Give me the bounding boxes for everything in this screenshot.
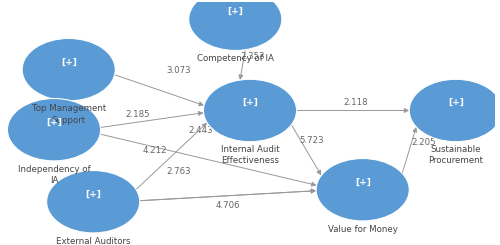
Text: Value for Money: Value for Money [328, 224, 398, 233]
Text: [+]: [+] [86, 189, 101, 198]
Ellipse shape [204, 79, 296, 142]
Text: Independency of
IA: Independency of IA [18, 165, 90, 185]
Text: [+]: [+] [448, 98, 464, 107]
Text: 2.443: 2.443 [188, 126, 214, 135]
Ellipse shape [409, 79, 500, 142]
Text: [+]: [+] [46, 117, 62, 126]
Text: 3.073: 3.073 [166, 66, 192, 75]
Text: 4.212: 4.212 [142, 146, 167, 155]
Text: Top Management
Support: Top Management Support [32, 105, 106, 125]
Text: Competency of IA: Competency of IA [197, 54, 274, 63]
Text: 2.205: 2.205 [412, 138, 436, 147]
Ellipse shape [189, 0, 282, 50]
Text: 2.118: 2.118 [343, 98, 367, 107]
Text: 4.706: 4.706 [216, 201, 240, 210]
Ellipse shape [46, 171, 140, 233]
Ellipse shape [8, 98, 100, 161]
Text: [+]: [+] [228, 7, 243, 16]
Text: External Auditors
Role: External Auditors Role [56, 237, 130, 245]
Text: [+]: [+] [355, 177, 370, 186]
Text: 2.185: 2.185 [125, 110, 150, 119]
Ellipse shape [22, 38, 115, 101]
Text: Sustainable
Procurement: Sustainable Procurement [428, 145, 484, 165]
Text: [+]: [+] [242, 98, 258, 107]
Ellipse shape [316, 159, 409, 221]
Text: [+]: [+] [61, 57, 76, 66]
Text: 5.723: 5.723 [299, 136, 324, 145]
Text: Internal Audit
Effectiveness: Internal Audit Effectiveness [220, 145, 280, 165]
Text: 2.763: 2.763 [166, 167, 192, 176]
Text: 2.353: 2.353 [240, 52, 265, 61]
